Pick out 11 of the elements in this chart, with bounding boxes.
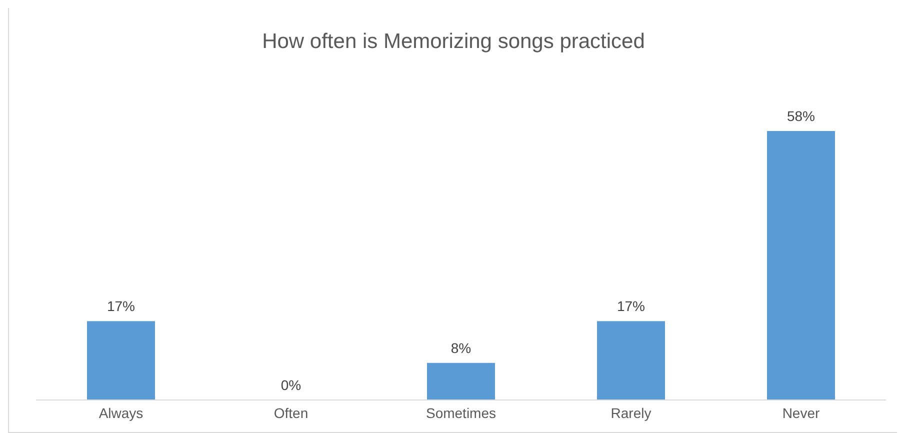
x-tick-label: Sometimes [426, 404, 496, 421]
data-label: 17% [616, 298, 646, 314]
data-label: 0% [280, 377, 302, 393]
data-label: 17% [106, 298, 136, 314]
data-label: 8% [450, 340, 472, 356]
x-tick-label: Rarely [610, 404, 652, 421]
chart-title: How often is Memorizing songs practiced [261, 30, 646, 54]
data-label: 58% [786, 108, 816, 124]
x-tick-label: Often [274, 404, 308, 421]
x-tick-label: Never [782, 404, 820, 421]
x-tick-label: Always [98, 404, 144, 421]
